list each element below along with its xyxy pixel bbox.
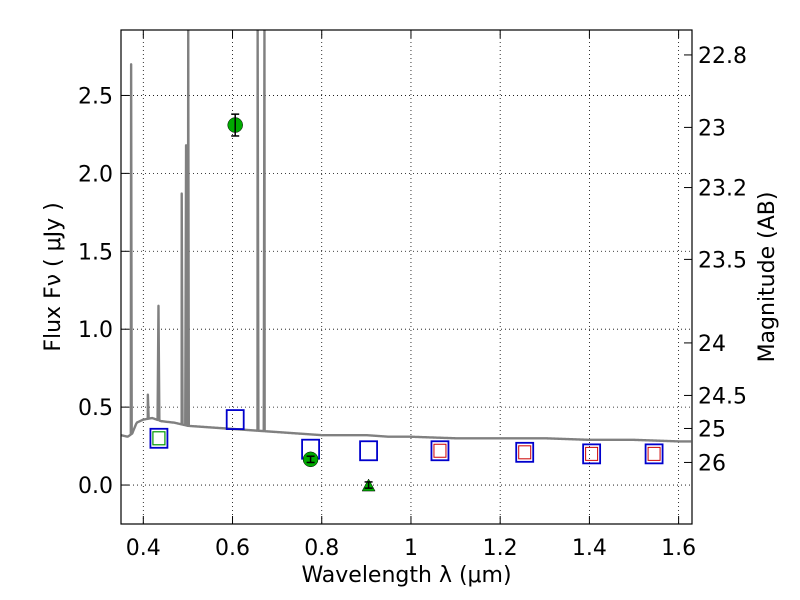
- x-tick-label: 1: [404, 536, 418, 561]
- x-tick-label: 1.2: [483, 536, 518, 561]
- y-tick-label: 1.5: [78, 240, 113, 265]
- y-axis-label: Flux Fν ( μJy ): [41, 202, 66, 351]
- x-tick-label: 0.8: [304, 536, 339, 561]
- plot-frame: [120, 29, 693, 525]
- sed-model-line: [121, 30, 692, 443]
- y-tick-label: 0.5: [78, 396, 113, 421]
- y2-tick-label: 23.5: [698, 248, 747, 273]
- y2-tick-label: 24.5: [698, 384, 747, 409]
- y2-tick-label: 24: [698, 332, 726, 357]
- optical-photometry-marker: [152, 431, 166, 446]
- sed-model-curve: [121, 30, 692, 443]
- y2-tick-label: 23.2: [698, 177, 747, 202]
- model-photometry-box: [515, 441, 535, 463]
- x-tick-label: 0.6: [215, 536, 250, 561]
- model-photometry-box: [359, 440, 378, 462]
- x-tick-label: 1.4: [572, 536, 607, 561]
- y-tick-label: 2.0: [78, 162, 113, 187]
- y2-tick-label: 25: [698, 417, 726, 442]
- plot-background: [121, 30, 692, 524]
- model-photometry-box: [149, 427, 169, 449]
- observed-photometry: [227, 113, 376, 492]
- y-tick-label: 0.0: [78, 474, 113, 499]
- x-tick-label: 1.6: [661, 536, 696, 561]
- y2-axis-label: Magnitude (AB): [755, 192, 780, 363]
- y2-tick-label: 23: [698, 116, 726, 141]
- tick-labels: 0.4 0.6 0.8 1 1.2 1.4 1.6 0.0 0.5 1.0 1.5 2.0 2.5 22.…: [78, 44, 747, 561]
- model-photometry-box: [225, 409, 245, 430]
- model-photometry-box: [430, 440, 450, 462]
- nir-photometry-marker: [433, 443, 447, 458]
- y-tick-label: 1.0: [78, 318, 113, 343]
- model-photometry-box: [582, 443, 602, 465]
- nir-photometry-marker: [518, 445, 532, 460]
- y2-tick-label: 22.8: [698, 44, 747, 69]
- x-tick-label: 0.4: [126, 536, 161, 561]
- model-photometry: [149, 409, 664, 465]
- y-tick-label: 2.5: [78, 84, 113, 109]
- model-photometry-box: [644, 443, 664, 465]
- axis-ticks: [121, 30, 692, 524]
- nir-photometry-marker: [647, 446, 661, 461]
- x-axis-label: Wavelength λ (μm): [301, 563, 511, 588]
- y2-tick-label: 26: [698, 451, 726, 476]
- nir-photometry-marker: [585, 446, 599, 461]
